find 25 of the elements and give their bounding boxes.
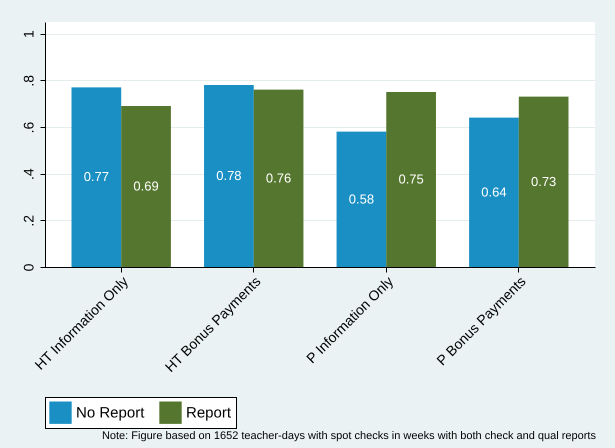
bar: [469, 118, 519, 267]
legend-label: No Report: [76, 404, 146, 422]
data-label: 0.58: [348, 191, 374, 206]
bar: [336, 132, 386, 267]
bar: [254, 90, 304, 267]
text: Note: Figure based on 1652 teacher-days with spot checks in weeks with both check and qual reports: [102, 430, 596, 442]
y-tick-label: .4: [20, 168, 36, 180]
data-label: 0.75: [398, 172, 424, 186]
bar: [72, 87, 122, 267]
y-tick-label: .2: [20, 214, 36, 227]
data-label: 0.78: [216, 168, 242, 183]
data-label: 0.64: [481, 184, 507, 200]
y-tick-label: 0: [20, 263, 36, 272]
bar: [386, 92, 436, 267]
data-label: 0.69: [133, 178, 159, 194]
data-label: 0.77: [84, 169, 110, 184]
bar: [518, 96, 568, 267]
bar: [204, 85, 254, 267]
legend-label: Report: [186, 404, 232, 422]
data-label: 0.73: [530, 174, 556, 189]
y-tick-label: .8: [20, 74, 36, 87]
y-tick-label: .6: [20, 121, 36, 134]
y-tick-label: 1: [20, 30, 36, 38]
data-label: 0.76: [266, 170, 292, 186]
bar: [121, 106, 171, 267]
